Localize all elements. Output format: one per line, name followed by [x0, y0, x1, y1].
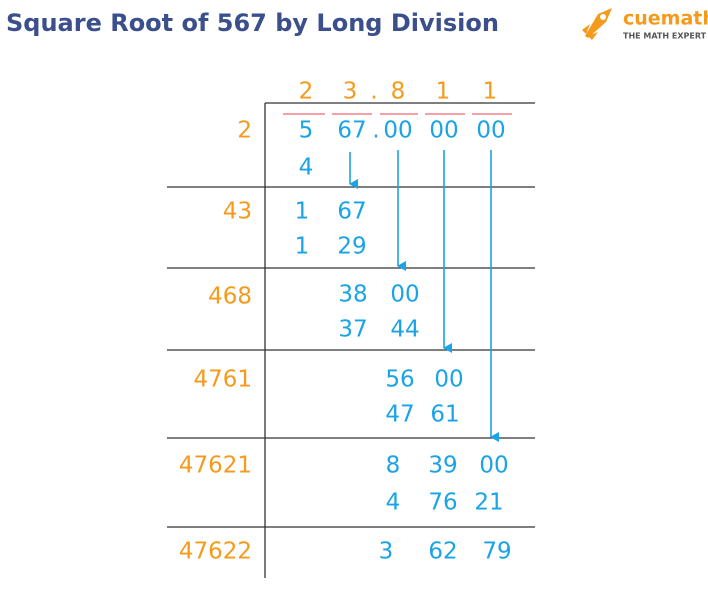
- logo-name: cuemath: [623, 8, 708, 30]
- working-number: 4: [386, 490, 401, 516]
- working-number: 67: [337, 118, 366, 144]
- working-number: 00: [390, 282, 419, 308]
- divisor: 2: [237, 118, 252, 144]
- working-number: 8: [386, 453, 401, 479]
- working-number: 37: [338, 317, 367, 343]
- logo: cuemath THE MATH EXPERT: [582, 8, 708, 41]
- divisor: 468: [208, 284, 252, 310]
- working-number: 47: [385, 402, 414, 428]
- working-number: 76: [428, 490, 457, 516]
- divisor: 47621: [179, 453, 252, 479]
- logo-tagline: THE MATH EXPERT: [623, 32, 707, 41]
- working-number: 00: [476, 118, 505, 144]
- working-number: 3: [379, 539, 394, 565]
- quotient-digit: .: [370, 79, 377, 105]
- logo-icon: [585, 8, 612, 38]
- working-number: 38: [338, 282, 367, 308]
- working-number: 1: [295, 234, 310, 260]
- working-number: 29: [337, 234, 366, 260]
- working-number: 00: [434, 367, 463, 393]
- bring-down-arrows: [349, 150, 499, 442]
- working-number: 00: [479, 453, 508, 479]
- working-number: 00: [383, 118, 412, 144]
- working-number: 62: [428, 539, 457, 565]
- quotient-digit: 3: [343, 79, 358, 105]
- working-number: 67: [337, 199, 366, 225]
- working-number: 1: [295, 199, 310, 225]
- working-number: 39: [428, 453, 457, 479]
- quotient-digit: 2: [299, 79, 314, 105]
- logo-icon-window: [600, 14, 606, 20]
- working-number: 5: [299, 118, 314, 144]
- working-number: 61: [430, 402, 459, 428]
- logo-icon-fins: [582, 24, 598, 40]
- divisor: 4761: [193, 367, 252, 393]
- divisor: 47622: [179, 539, 252, 565]
- quotient-digit: 1: [483, 79, 498, 105]
- working-number: 4: [299, 155, 314, 181]
- quotient-digit: 8: [391, 79, 406, 105]
- working-number: .: [372, 118, 379, 144]
- working-number: 21: [474, 490, 503, 516]
- quotient-digit: 1: [436, 79, 451, 105]
- title: Square Root of 567 by Long Division: [6, 9, 499, 37]
- divisor: 43: [223, 199, 252, 225]
- working-number: 56: [385, 367, 414, 393]
- working-number: 00: [429, 118, 458, 144]
- working-number: 44: [390, 317, 419, 343]
- working-number: 79: [482, 539, 511, 565]
